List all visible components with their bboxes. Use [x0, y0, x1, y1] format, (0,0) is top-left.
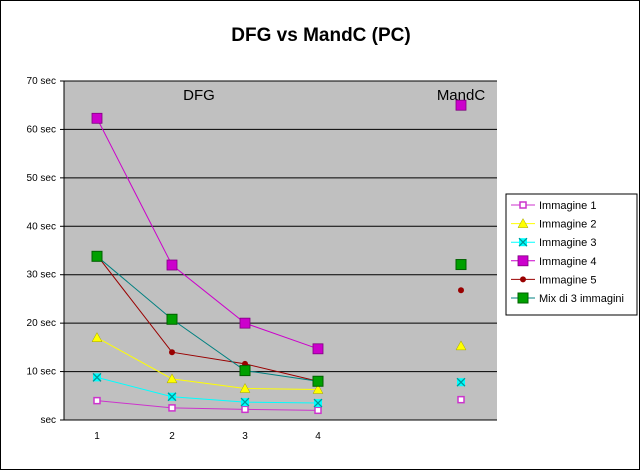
legend-item: Immagine 3	[511, 237, 596, 249]
series-2-point-marker	[239, 383, 251, 393]
series-1	[93, 395, 465, 415]
gridlines	[64, 80, 497, 373]
series-2-line	[96, 337, 319, 390]
y-tick-label: 50 sec	[27, 173, 56, 184]
series-3-point-marker	[240, 397, 250, 407]
series-3-point-marker	[167, 392, 177, 402]
series-6	[91, 250, 467, 387]
series-4-mandc-point-marker	[455, 99, 467, 111]
legend-marker	[517, 255, 529, 267]
series-3-mandc-point-marker	[456, 377, 466, 387]
legend-item: Immagine 2	[511, 218, 596, 231]
plot-area	[64, 81, 497, 420]
legend-label: Immagine 2	[539, 219, 596, 231]
series-2-point-marker	[91, 332, 103, 342]
legend-marker	[519, 201, 527, 209]
series-5-line	[96, 255, 319, 382]
legend-marker	[520, 276, 526, 283]
series-layer	[91, 99, 467, 415]
series-6-point-marker	[239, 365, 251, 377]
legend-item: Immagine 1	[511, 200, 596, 212]
legend-label: Immagine 5	[539, 274, 596, 286]
series-4-point-marker	[239, 317, 251, 329]
y-tick-label: sec	[40, 415, 56, 426]
x-axis-ticks: 1 2 3 4	[94, 431, 321, 442]
series-4	[91, 99, 467, 355]
series-1-point-marker	[93, 396, 101, 405]
series-6-point-marker	[91, 250, 103, 262]
legend-item: Immagine 4	[511, 255, 596, 268]
series-1-line	[96, 400, 319, 411]
legend-label: Immagine 3	[539, 237, 596, 249]
chart-title: DFG vs MandC (PC)	[231, 25, 410, 46]
annotation-dfg: DFG	[183, 87, 215, 104]
y-tick-label: 40 sec	[27, 221, 56, 232]
series-6-mandc-point-marker	[455, 259, 467, 271]
y-tick-label: 20 sec	[27, 318, 56, 329]
series-4-point-marker	[312, 343, 324, 355]
legend-marker	[517, 218, 529, 228]
series-1-point-marker	[168, 404, 176, 412]
series-2	[91, 332, 467, 394]
series-5-mandc-point-marker	[458, 287, 464, 294]
series-3-point-marker	[92, 372, 102, 382]
series-6-line	[96, 255, 319, 382]
x-tick-label: 4	[315, 431, 321, 442]
series-1-mandc-point-marker	[457, 395, 465, 404]
x-tick-label: 2	[169, 431, 175, 442]
y-tick-label: 30 sec	[27, 270, 56, 281]
annotation-mandc: MandC	[437, 87, 486, 104]
y-tick-label: 60 sec	[27, 124, 56, 135]
series-2-point-marker	[166, 373, 178, 384]
series-4-point-marker	[166, 259, 178, 271]
series-3	[92, 372, 466, 408]
series-4-point-marker	[91, 112, 103, 124]
x-tick-label: 1	[94, 431, 100, 442]
series-1-point-marker	[241, 405, 249, 414]
legend-items: Immagine 1 Immagine 2 Immagine 3 Immagine 4…	[511, 200, 624, 305]
legend-label: Immagine 4	[539, 256, 596, 268]
series-5-point-marker	[169, 349, 175, 356]
legend-marker	[518, 237, 528, 247]
y-axis-ticks: 70 sec 60 sec 50 sec 40 sec 30 sec 20 sec 10 s…	[27, 76, 64, 426]
x-tick-label: 3	[242, 431, 248, 442]
legend: Immagine 1 Immagine 2 Immagine 3 Immagine 4…	[505, 193, 638, 316]
series-1-point-marker	[314, 406, 322, 415]
legend-label: Mix di 3 immagini	[539, 293, 624, 305]
series-3-point-marker	[313, 398, 323, 408]
series-6-point-marker	[312, 375, 324, 387]
legend-marker	[517, 292, 529, 304]
legend-label: Immagine 1	[539, 200, 596, 212]
y-tick-label: 70 sec	[27, 76, 56, 87]
series-3-line	[96, 376, 319, 404]
series-6-point-marker	[166, 313, 178, 325]
y-tick-label: 10 sec	[27, 367, 56, 378]
series-4-line	[96, 118, 319, 350]
series-2-mandc-point-marker	[455, 340, 467, 351]
legend-item: Immagine 5	[511, 274, 596, 286]
series-2-point-marker	[312, 383, 324, 394]
legend-item: Mix di 3 immagini	[511, 292, 624, 305]
